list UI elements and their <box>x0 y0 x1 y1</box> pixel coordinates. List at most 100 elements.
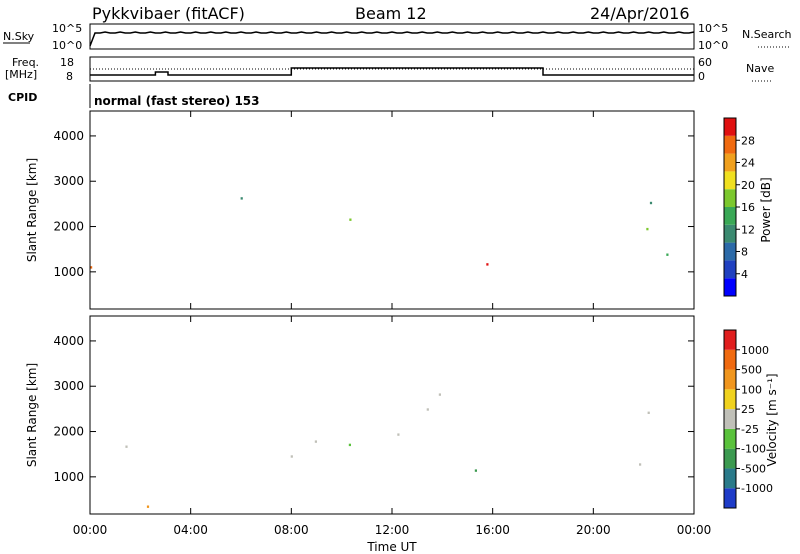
colorbar-tick-label: 25 <box>741 403 755 416</box>
colorbar-tick-label: 24 <box>741 157 755 170</box>
noise-sky-line <box>89 31 695 47</box>
noise-right-label: N.Search <box>742 28 792 41</box>
colorbar-segment <box>724 207 736 225</box>
scatter-cell <box>349 218 352 221</box>
colorbar-segment <box>724 118 736 136</box>
colorbar-segment <box>724 278 736 296</box>
scatter-cell <box>646 227 649 231</box>
freq-left-label-1: Freq. <box>12 56 39 69</box>
colorbar-tick-label: 100 <box>741 383 762 396</box>
xtick-label: 08:00 <box>274 523 309 537</box>
colorbar-tick-label: 4 <box>741 268 748 281</box>
noise-left-tick-top: 10^5 <box>52 22 82 35</box>
colorbar-tick-label: 1000 <box>741 344 769 357</box>
scatter-cell <box>639 463 642 466</box>
power-yticks: 1000 2000 3000 4000 <box>53 129 694 279</box>
velocity-panel-frame <box>89 315 695 515</box>
colorbar-segment <box>724 189 736 207</box>
colorbar-tick-label: 20 <box>741 179 755 192</box>
colorbar-segment <box>724 488 736 508</box>
scatter-cell <box>486 263 489 266</box>
xtick-label: 00:00 <box>73 523 108 537</box>
scatter-cell <box>649 201 653 205</box>
nave-label: Nave <box>746 62 774 75</box>
power-panel-frame <box>89 110 695 310</box>
power-scatter <box>90 197 669 269</box>
xtick-label: 04:00 <box>173 523 208 537</box>
ytick-label: 2000 <box>53 425 84 439</box>
ytick-label: 1000 <box>53 470 84 484</box>
scatter-cell <box>426 408 429 411</box>
scatter-cell <box>240 197 243 200</box>
colorbar-segment <box>724 224 736 243</box>
scatter-cell <box>438 393 441 396</box>
ytick-label: 4000 <box>53 334 84 348</box>
power-colorbar: 28 24 20 16 12 8 4 <box>723 117 755 297</box>
velocity-scatter <box>125 393 650 508</box>
xtick-label: 00:00 <box>677 523 712 537</box>
scatter-cell <box>474 469 477 472</box>
scatter-cell <box>146 505 150 508</box>
scatter-cell <box>90 266 93 269</box>
noise-right-tick-top: 10^5 <box>698 22 728 35</box>
freq-left-tick-top: 18 <box>60 56 74 69</box>
xtick-label: 20:00 <box>576 523 611 537</box>
colorbar-segment <box>724 409 736 429</box>
scatter-cell <box>314 440 317 443</box>
power-ylabel: Slant Range [km] <box>25 158 39 262</box>
noise-left-tick-bottom: 10^0 <box>52 39 82 52</box>
colorbar-segment <box>724 171 736 190</box>
colorbar-tick-label: 16 <box>741 201 755 214</box>
cpid-text: normal (fast stereo) 153 <box>94 94 260 108</box>
colorbar-segment <box>724 135 736 154</box>
colorbar-tick-label: 500 <box>741 364 762 377</box>
scatter-cell <box>125 445 128 448</box>
colorbar-tick-label: 12 <box>741 223 755 236</box>
scatter-cell <box>647 411 650 414</box>
scatter-cell <box>666 253 669 256</box>
date-title: 24/Apr/2016 <box>590 4 690 23</box>
velocity-colorbar: 1000 500 100 25 -25 -100 -500 -1000 <box>723 329 773 509</box>
freq-left-label-2: [MHz] <box>5 68 37 81</box>
colorbar-tick-label: -25 <box>741 423 759 436</box>
colorbar-segment <box>724 428 736 449</box>
scatter-cell <box>348 443 351 447</box>
scatter-cell <box>397 433 400 436</box>
cpid-label: CPID <box>8 91 37 104</box>
colorbar-segment <box>724 153 736 172</box>
xtick-label: 12:00 <box>375 523 410 537</box>
colorbar-segment <box>724 349 736 370</box>
freq-left-tick-bottom: 8 <box>66 70 73 83</box>
xlabel: Time UT <box>366 540 417 554</box>
ytick-label: 4000 <box>53 129 84 143</box>
station-title: Pykkvibaer (fitACF) <box>92 4 245 23</box>
velocity-yticks: 1000 2000 3000 4000 <box>53 334 694 484</box>
colorbar-segment <box>724 448 736 469</box>
colorbar-segment <box>724 330 736 350</box>
colorbar-tick-label: 8 <box>741 246 748 259</box>
beam-title: Beam 12 <box>355 4 427 23</box>
xtick-label: 16:00 <box>475 523 510 537</box>
colorbar-segment <box>724 468 736 489</box>
noise-left-label: N.Sky <box>3 30 35 43</box>
freq-line <box>90 67 694 76</box>
freq-right-tick-top: 60 <box>698 56 712 69</box>
colorbar-tick-label: -500 <box>741 462 766 475</box>
velocity-colorbar-label: Velocity [m s⁻¹] <box>765 373 779 466</box>
velocity-ylabel: Slant Range [km] <box>25 363 39 467</box>
colorbar-segment <box>724 389 736 410</box>
colorbar-tick-label: 28 <box>741 134 755 147</box>
colorbar-segment <box>724 260 736 279</box>
colorbar-tick-label: -100 <box>741 443 766 456</box>
ytick-label: 1000 <box>53 265 84 279</box>
ytick-label: 2000 <box>53 220 84 234</box>
ytick-label: 3000 <box>53 379 84 393</box>
power-colorbar-label: Power [dB] <box>759 177 773 242</box>
colorbar-tick-label: -1000 <box>741 482 773 495</box>
ytick-label: 3000 <box>53 174 84 188</box>
colorbar-segment <box>724 369 736 390</box>
colorbar-frame <box>723 329 737 509</box>
noise-right-tick-bottom: 10^0 <box>698 39 728 52</box>
noise-panel-frame <box>89 23 695 50</box>
